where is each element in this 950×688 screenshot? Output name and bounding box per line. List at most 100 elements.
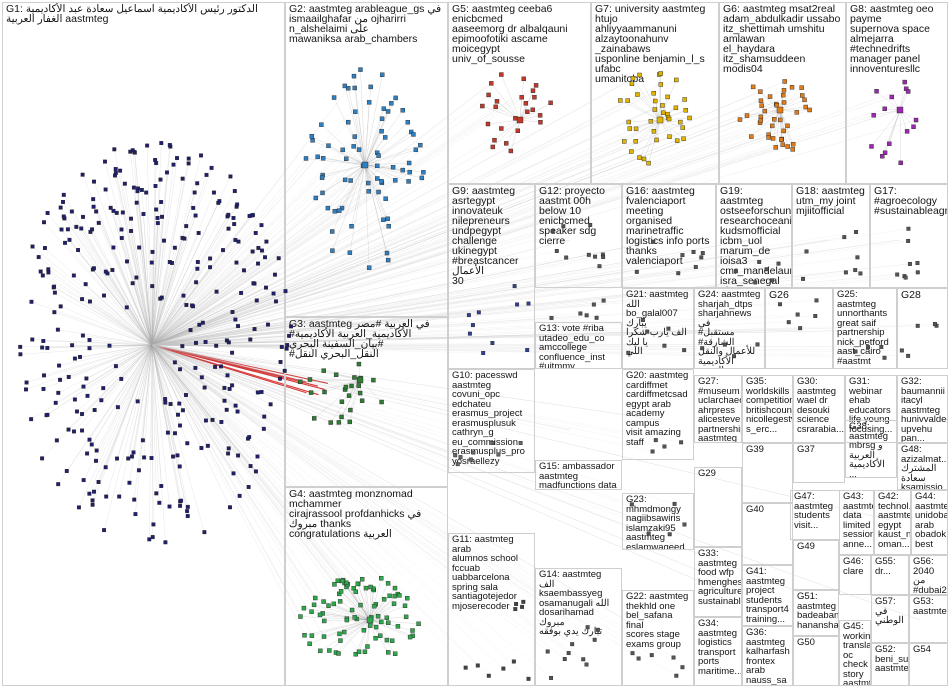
group-g2[interactable]: G2: aastmteg arableague_gs في ismaailgha…	[285, 2, 448, 317]
group-g23[interactable]: G23: mhmdmongy nagiibsawiris islamzaki95…	[622, 493, 694, 550]
group-label: G14: aastmteg الف ksaembassyeg osamanuga…	[539, 569, 610, 637]
group-g21[interactable]: G21: aastmteg الله bo_galal007 يبارك الف…	[622, 288, 694, 369]
node[interactable]	[584, 313, 589, 318]
group-label: G40	[746, 504, 764, 515]
group-label: G12: proyecto aastmt 00h below 10 enicbc…	[539, 185, 605, 247]
group-g5[interactable]: G5: aastmteg ceeba6 enicbcmed aaseemorg …	[448, 2, 591, 184]
group-label: G33: aastmteg food wfp hmenghest... agri…	[698, 548, 742, 607]
group-g54[interactable]: G54	[909, 643, 948, 686]
group-g46[interactable]: G46: clare	[839, 555, 871, 595]
group-g13[interactable]: G13: vote #riba utadeo_edu_co amccollege…	[535, 322, 622, 369]
group-label: G16: aastmteg fvalenciaport meeting orga…	[626, 185, 710, 267]
group-g50[interactable]: G50	[793, 636, 839, 686]
group-label: G36: aastmteg kalharfash frontex arab na…	[746, 627, 790, 686]
group-g25[interactable]: G25: aastmteg unnorthants great saif par…	[833, 288, 897, 369]
group-label: G22: aastmteg thekhld one bel_safana fin…	[626, 591, 689, 650]
group-label: G8: aastmteg oeo payme supernova space a…	[850, 3, 934, 75]
group-g32[interactable]: G32: baumannii itacyl aastmteg hunivvald…	[897, 375, 948, 443]
group-label: G41: aastmteg project students transport…	[746, 566, 789, 625]
node[interactable]	[549, 315, 554, 320]
group-label: G52: beni_suef aastmteg	[875, 644, 909, 674]
group-label: G2: aastmteg arableague_gs في ismaailgha…	[289, 3, 442, 45]
group-label: G3: aastmteg في العربية #مصر #الأكاديمية…	[289, 318, 430, 360]
group-g24[interactable]: G24: aastmteg sharjah_dtps sharjahnews ف…	[694, 288, 765, 369]
group-g4[interactable]: G4: aastmteg monznomad mchammer cirajras…	[285, 487, 448, 686]
group-label: G34: aastmteg logistics transport ports …	[698, 618, 742, 677]
group-g39[interactable]: G39	[742, 443, 793, 503]
group-label: G38: aastmteg mbrsg و العربية الأكاديمية…	[849, 421, 889, 478]
group-g51[interactable]: G51: aastmteg badeabank hanansha...	[793, 590, 839, 636]
group-g38[interactable]: G38: aastmteg mbrsg و العربية الأكاديمية…	[845, 420, 897, 478]
group-label: G32: baumannii itacyl aastmteg hunivvald…	[901, 376, 947, 443]
group-g15[interactable]: G15: ambassador aastmteg madfunctions da…	[535, 460, 622, 490]
group-g11[interactable]: G11: aastmteg arab alumnos school fccuab…	[448, 533, 535, 686]
group-g19[interactable]: G19: aastmteg ostseeforschung researchoc…	[716, 184, 792, 288]
group-label: G10: pacesswd aastmteg covuni_opc edchat…	[452, 370, 525, 467]
group-g40[interactable]: G40	[742, 503, 793, 565]
group-label: G30: aastmteg wael dr desouki science cs…	[797, 376, 844, 435]
group-g28[interactable]: G28	[897, 288, 948, 369]
group-g45[interactable]: G45: working translat... oc check story …	[839, 620, 871, 686]
group-label: G47: aastmteg students visit...	[794, 491, 834, 531]
group-label: G9: aastmteg asrtegypt innovateuk nilepr…	[452, 185, 519, 287]
group-g44[interactable]: G44: aastmteg unidoba... arab obadok... …	[911, 490, 948, 555]
node[interactable]	[594, 315, 599, 320]
group-label: G42: technol... aastmteg egypt kaust_n..…	[878, 491, 911, 550]
group-g10[interactable]: G10: pacesswd aastmteg covuni_opc edchat…	[448, 369, 535, 473]
group-g53[interactable]: G53: aastmteg	[909, 595, 948, 643]
group-label: G50	[797, 637, 815, 648]
group-g48[interactable]: G48: azizalmat... المشترك سعادة ksamissi…	[897, 443, 948, 490]
group-g27[interactable]: G27: #museum uclarchaeol... ahrpress ali…	[694, 375, 742, 443]
group-label: G1: الدكتور رئيس الأكاديمية اسماعيل سعاد…	[6, 3, 258, 25]
group-g30[interactable]: G30: aastmteg wael dr desouki science cs…	[793, 375, 845, 443]
group-label: G56: 2040 من #dubai2... في الحضري	[913, 556, 947, 595]
group-g31[interactable]: G31: webinar ehab educators life young f…	[845, 375, 897, 443]
group-g8[interactable]: G8: aastmteg oeo payme supernova space a…	[846, 2, 948, 184]
group-g9[interactable]: G9: aastmteg asrtegypt innovateuk nilepr…	[448, 184, 535, 369]
group-g18[interactable]: G18: aastmteg utm_my joint mjiitofficial	[792, 184, 870, 288]
group-g56[interactable]: G56: 2040 من #dubai2... في الحضري	[909, 555, 948, 595]
node[interactable]	[591, 302, 596, 307]
group-g26[interactable]: G26	[765, 288, 833, 369]
group-g36[interactable]: G36: aastmteg kalharfash frontex arab na…	[742, 626, 793, 686]
group-g52[interactable]: G52: beni_suef aastmteg	[871, 643, 909, 686]
group-label: G4: aastmteg monznomad mchammer cirajras…	[289, 488, 422, 540]
group-label: G28	[901, 289, 921, 301]
group-g22[interactable]: G22: aastmteg thekhld one bel_safana fin…	[622, 590, 694, 686]
group-label: G23: mhmdmongy nagiibsawiris islamzaki95…	[626, 494, 685, 550]
group-label: G25: aastmteg unnorthants great saif par…	[837, 289, 889, 368]
group-g34[interactable]: G34: aastmteg logistics transport ports …	[694, 617, 742, 686]
group-label: G27: #museum uclarchaeol... ahrpress ali…	[698, 376, 742, 443]
group-label: G6: aastmteg msat2real adam_abdulkadir u…	[723, 3, 841, 75]
group-g37[interactable]: G37	[793, 443, 845, 483]
group-g49[interactable]: G49	[793, 540, 839, 590]
group-g17[interactable]: G17: #agroecology #sustainableagric...	[870, 184, 948, 288]
group-g33[interactable]: G33: aastmteg food wfp hmenghest... agri…	[694, 547, 742, 617]
group-g7[interactable]: G7: university aastmteg htujo ahliyyaamm…	[591, 2, 719, 184]
group-label: G19: aastmteg ostseeforschung researchoc…	[720, 185, 792, 287]
group-g14[interactable]: G14: aastmteg الف ksaembassyeg osamanuga…	[535, 568, 622, 686]
group-g12[interactable]: G12: proyecto aastmt 00h below 10 enicbc…	[535, 184, 622, 288]
group-g3[interactable]: G3: aastmteg في العربية #مصر #الأكاديمية…	[285, 317, 448, 487]
group-g20[interactable]: G20: aastmteg cardiffmet cardiffmetcsad …	[622, 369, 694, 460]
group-g29[interactable]: G29	[694, 467, 742, 547]
group-g1[interactable]: G1: الدكتور رئيس الأكاديمية اسماعيل سعاد…	[2, 2, 285, 686]
group-label: G18: aastmteg utm_my joint mjiitofficial	[796, 185, 865, 217]
group-g35[interactable]: G35: worldskills competition britishcoun…	[742, 375, 793, 443]
group-label: G43: aastmteg data limited session anne.…	[843, 491, 874, 550]
group-label: G53: aastmteg	[913, 596, 947, 617]
group-g55[interactable]: G55: dr...	[871, 555, 909, 595]
group-label: G26	[769, 289, 789, 301]
group-g6[interactable]: G6: aastmteg msat2real adam_abdulkadir u…	[719, 2, 846, 184]
group-g16[interactable]: G16: aastmteg fvalenciaport meeting orga…	[622, 184, 716, 288]
group-g47[interactable]: G47: aastmteg students visit...	[790, 490, 840, 540]
group-g57[interactable]: G57: في الوطني	[871, 595, 909, 643]
group-label: G44: aastmteg unidoba... arab obadok... …	[915, 491, 948, 550]
group-label: G7: university aastmteg htujo ahliyyaamm…	[595, 3, 706, 85]
group-g43[interactable]: G43: aastmteg data limited session anne.…	[839, 490, 874, 555]
node[interactable]	[601, 298, 606, 303]
group-g42[interactable]: G42: technol... aastmteg egypt kaust_n..…	[874, 490, 911, 555]
group-g41[interactable]: G41: aastmteg project students transport…	[742, 565, 793, 626]
group-label: G17: #agroecology #sustainableagric...	[874, 185, 948, 217]
node[interactable]	[578, 311, 583, 316]
